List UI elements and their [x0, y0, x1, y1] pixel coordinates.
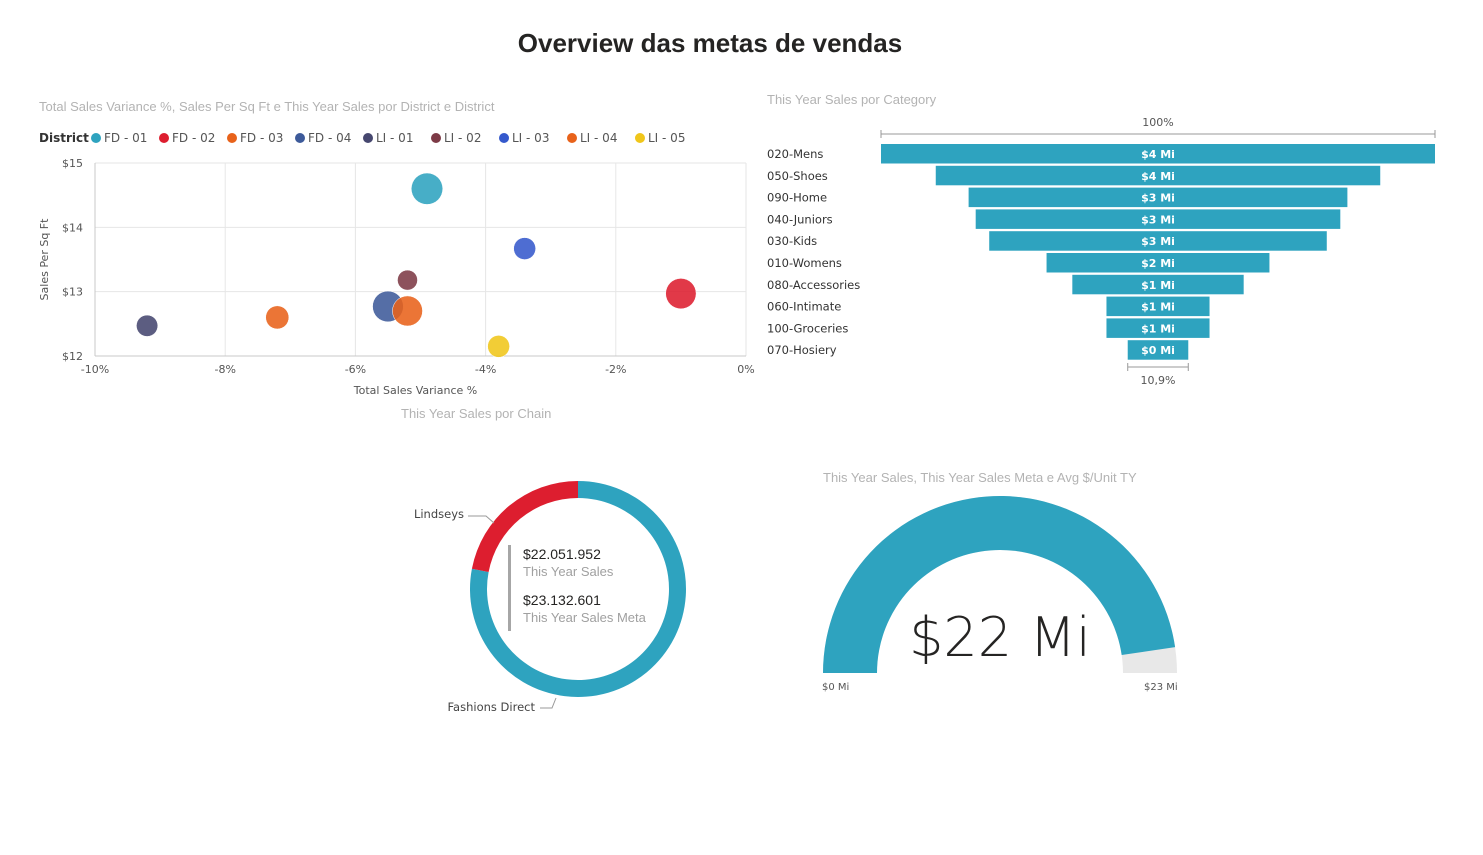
funnel-bar-100-groceries: [1106, 318, 1210, 338]
page-title: Overview das metas de vendas: [517, 28, 903, 58]
funnel-category-label: 060-Intimate: [767, 300, 841, 314]
funnel-category-label: 100-Groceries: [767, 321, 848, 335]
funnel-category-label: 090-Home: [767, 191, 827, 205]
donut-leader-lindseys: [468, 515, 495, 524]
funnel-chart[interactable]: 100% 020-Mens $4 Mi 050-Shoes $4 Mi 090-Home $…: [760, 105, 1470, 405]
gauge-min-label: $0 Mi: [822, 682, 850, 693]
funnel-bar-030-kids: [989, 231, 1327, 251]
bubble-li-04: [392, 295, 423, 327]
funnel-value-label: $4 Mi: [1141, 170, 1175, 183]
tooltip-this-year-sales-value: $22.051.952: [523, 546, 601, 562]
donut-title: This Year Sales por Chain: [401, 406, 552, 421]
funnel-value-label: $3 Mi: [1141, 192, 1175, 205]
funnel-category-label: 050-Shoes: [767, 169, 828, 183]
funnel-value-label: $3 Mi: [1141, 235, 1175, 248]
funnel-category-label: 040-Juniors: [767, 212, 833, 226]
legend-marker-fd-01: [91, 133, 101, 143]
funnel-bottom-label: 10,9%: [1141, 374, 1176, 387]
funnel-bar-090-home: [968, 187, 1348, 208]
funnel-value-label: $3 Mi: [1141, 213, 1175, 226]
legend-label-li-03: LI - 03: [512, 131, 549, 145]
y-tick-label: $15: [62, 157, 83, 170]
scatter-title: Total Sales Variance %, Sales Per Sq Ft …: [39, 99, 495, 114]
donut-label-fashions-direct: Fashions Direct: [448, 700, 536, 714]
legend-label-fd-02: FD - 02: [172, 131, 215, 145]
legend-marker-fd-04: [295, 133, 305, 143]
funnel-category-label: 030-Kids: [767, 234, 817, 248]
funnel-category-label: 020-Mens: [767, 147, 823, 161]
funnel-value-label: $4 Mi: [1141, 148, 1175, 161]
funnel-value-label: $1 Mi: [1141, 279, 1175, 292]
bubble-fd-01: [411, 172, 443, 205]
scatter-chart[interactable]: District FD - 01 FD - 02 FD - 03 FD - 04 LI -…: [0, 120, 760, 420]
funnel-top-label: 100%: [1142, 116, 1173, 129]
funnel-value-label: $1 Mi: [1141, 301, 1175, 314]
y-tick-label: $12: [62, 350, 83, 363]
tooltip-sales-meta-label: This Year Sales Meta: [523, 610, 646, 625]
x-tick-label: -4%: [475, 363, 496, 376]
gauge-value: $22 Mi: [909, 606, 1091, 669]
x-axis-label: Total Sales Variance %: [353, 384, 477, 397]
legend-label-fd-03: FD - 03: [240, 131, 283, 145]
legend-marker-li-03: [499, 133, 509, 143]
funnel-category-label: 010-Womens: [767, 256, 842, 270]
donut-chart[interactable]: Lindseys Fashions Direct: [380, 460, 780, 740]
funnel-bar-050-shoes: [935, 165, 1381, 186]
bubble-li-02: [397, 269, 418, 291]
legend-label-fd-01: FD - 01: [104, 131, 147, 145]
funnel-value-label: $2 Mi: [1141, 257, 1175, 270]
funnel-bar-060-intimate: [1106, 296, 1210, 317]
gauge-max-label: $23 Mi: [1144, 682, 1178, 693]
legend-marker-li-01: [363, 133, 373, 143]
donut-leader-fashions-direct: [540, 697, 557, 709]
x-tick-label: -10%: [81, 363, 109, 376]
funnel-value-label: $1 Mi: [1141, 322, 1175, 335]
funnel-value-label: $0 Mi: [1141, 344, 1175, 357]
donut-tooltip: $22.051.952 This Year Sales $23.132.601 …: [508, 545, 658, 631]
legend-marker-fd-02: [159, 133, 169, 143]
legend-label-li-02: LI - 02: [444, 131, 481, 145]
funnel-bar-080-accessories: [1072, 274, 1244, 295]
funnel-category-label: 070-Hosiery: [767, 343, 837, 357]
funnel-title: This Year Sales por Category: [767, 92, 937, 107]
tooltip-this-year-sales-label: This Year Sales: [523, 564, 614, 579]
legend-marker-li-04: [567, 133, 577, 143]
legend-label-fd-04: FD - 04: [308, 131, 351, 145]
x-tick-label: -8%: [214, 363, 235, 376]
bubble-li-05: [487, 335, 510, 358]
legend-label-li-04: LI - 04: [580, 131, 617, 145]
legend-label-li-05: LI - 05: [648, 131, 685, 145]
y-axis-label: Sales Per Sq Ft: [38, 218, 51, 301]
funnel-bar-070-hosiery: [1127, 340, 1189, 360]
legend-marker-fd-03: [227, 133, 237, 143]
funnel-bar-040-juniors: [975, 209, 1341, 229]
legend-label-li-01: LI - 01: [376, 131, 413, 145]
funnel-category-label: 080-Accessories: [767, 278, 860, 292]
funnel-bar-010-womens: [1046, 253, 1270, 273]
y-tick-label: $14: [62, 221, 83, 234]
x-tick-label: -2%: [605, 363, 626, 376]
legend-title: District: [39, 131, 89, 145]
tooltip-sales-meta-value: $23.132.601: [523, 592, 601, 608]
donut-label-lindseys: Lindseys: [414, 507, 464, 521]
gauge-chart[interactable]: [800, 490, 1200, 690]
bubble-li-01: [136, 314, 159, 337]
gauge-title: This Year Sales, This Year Sales Meta e …: [823, 470, 1137, 485]
x-tick-label: -6%: [345, 363, 366, 376]
y-tick-label: $13: [62, 286, 83, 299]
x-tick-label: 0%: [737, 363, 754, 376]
funnel-bar-020-mens: [881, 144, 1435, 164]
legend-marker-li-05: [635, 133, 645, 143]
bubble-li-03: [513, 237, 536, 260]
bubble-fd-02: [665, 278, 697, 310]
donut-slice-lindseys: [471, 481, 578, 572]
gauge-fill: [823, 496, 1176, 673]
legend-marker-li-02: [431, 133, 441, 143]
bubble-fd-03: [265, 305, 290, 330]
